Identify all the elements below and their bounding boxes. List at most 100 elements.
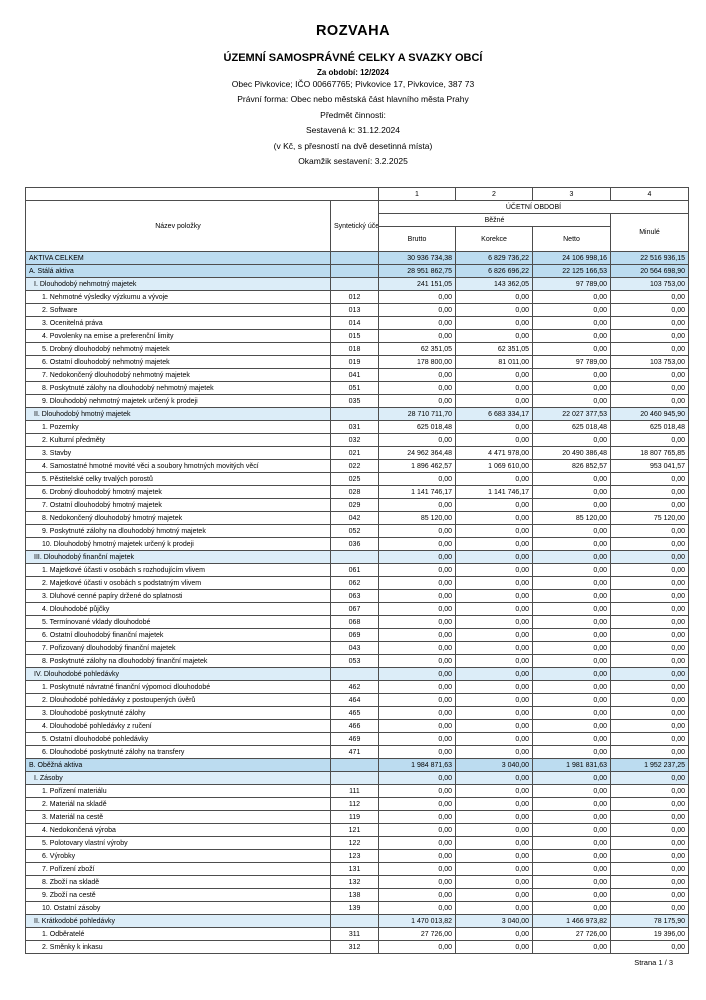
row-value-4: 0,00: [610, 602, 689, 616]
row-account: 063: [330, 589, 379, 603]
row-label: 3. Ocenitelná práva: [25, 316, 331, 330]
row-value-2: 3 040,00: [455, 914, 533, 928]
row-value-4: 0,00: [610, 472, 689, 486]
row-value-1: 0,00: [378, 940, 456, 954]
row-value-2: 0,00: [455, 329, 533, 343]
row-value-2: 0,00: [455, 784, 533, 798]
row-label: 7. Ostatní dlouhodobý hmotný majetek: [25, 498, 331, 512]
row-value-2: 0,00: [455, 563, 533, 577]
row-value-2: 0,00: [455, 927, 533, 941]
row-value-3: 0,00: [532, 667, 611, 681]
row-value-4: 0,00: [610, 550, 689, 564]
table-row: 5. Polotovary vlastní výroby 122 0,00 0,00 0…: [25, 836, 689, 850]
activity-label: Předmět činnosti:: [320, 109, 386, 120]
row-value-1: 0,00: [378, 589, 456, 603]
table-row: I. Zásoby 0,00 0,00 0,00 0,00: [25, 771, 689, 785]
row-label: 6. Dlouhodobé poskytnuté zálohy na trans…: [25, 745, 331, 759]
row-value-3: 625 018,48: [532, 420, 611, 434]
row-label: 2. Dlouhodobé pohledávky z postoupených …: [25, 693, 331, 707]
precision-note: (v Kč, s přesností na dvě desetinná míst…: [273, 140, 433, 151]
row-label: 1. Pořízení materiálu: [25, 784, 331, 798]
row-value-4: 0,00: [610, 589, 689, 603]
row-value-4: 0,00: [610, 563, 689, 577]
row-value-4: 0,00: [610, 836, 689, 850]
row-account: 052: [330, 524, 379, 538]
compiled-date: Sestavená k: 31.12.2024: [305, 125, 401, 136]
row-value-2: 0,00: [455, 888, 533, 902]
row-label: 2. Materiál na skladě: [25, 797, 331, 811]
row-value-2: 0,00: [455, 667, 533, 681]
row-value-3: 97 789,00: [532, 355, 611, 369]
row-label: III. Dlouhodobý finanční majetek: [25, 550, 331, 564]
row-value-4: 0,00: [610, 875, 689, 889]
row-value-2: 81 011,00: [455, 355, 533, 369]
row-label: 4. Povolenky na emise a preferenční limi…: [25, 329, 331, 343]
row-account: 062: [330, 576, 379, 590]
row-value-1: 24 962 364,48: [378, 446, 456, 460]
row-value-1: 28 710 711,70: [378, 407, 456, 421]
row-value-4: 0,00: [610, 719, 689, 733]
row-label: 4. Dlouhodobé půjčky: [25, 602, 331, 616]
row-value-1: 0,00: [378, 303, 456, 317]
row-label: 6. Výrobky: [25, 849, 331, 863]
row-value-4: 0,00: [610, 940, 689, 954]
row-label: 9. Dlouhodobý nehmotný majetek určený k …: [25, 394, 331, 408]
row-value-2: 0,00: [455, 602, 533, 616]
row-value-4: 0,00: [610, 797, 689, 811]
table-row: 4. Dlouhodobé pohledávky z ručení 466 0,00…: [25, 719, 689, 733]
row-account: [330, 758, 379, 772]
creation-timestamp: Okamžik sestavení: 3.2.2025: [298, 156, 408, 167]
row-value-3: 0,00: [532, 290, 611, 304]
row-value-3: 0,00: [532, 381, 611, 395]
col-number-1: 1: [378, 187, 456, 201]
row-value-2: 0,00: [455, 797, 533, 811]
row-value-1: 625 018,48: [378, 420, 456, 434]
col-number-3: 3: [532, 187, 611, 201]
table-row: 7. Ostatní dlouhodobý hmotný majetek 029 0…: [25, 498, 689, 512]
table-row: 5. Termínované vklady dlouhodobé 068 0,00 0…: [25, 615, 689, 629]
document-header: ROZVAHA ÚZEMNÍ SAMOSPRÁVNÉ CELKY A SVAZK…: [0, 0, 706, 169]
row-account: 466: [330, 719, 379, 733]
row-value-2: 0,00: [455, 498, 533, 512]
row-label: I. Dlouhodobý nehmotný majetek: [25, 277, 331, 291]
table-row: 6. Drobný dlouhodobý hmotný majetek 028 1 …: [25, 485, 689, 499]
row-value-2: 62 351,05: [455, 342, 533, 356]
row-label: 5. Polotovary vlastní výroby: [25, 836, 331, 850]
table-row: 2. Software 013 0,00 0,00 0,00 0,00: [25, 303, 689, 317]
entity-info: Obec Pivkovice; IČO 00667765; Pivkovice …: [231, 79, 475, 89]
table-row: 2. Materiál na skladě 112 0,00 0,00 0,00 0,00: [25, 797, 689, 811]
table-row: 7. Pořizovaný dlouhodobý finanční majete…: [25, 641, 689, 655]
table-header: 1 2 3 4 Název položky Syntetický účet ÚČ…: [25, 187, 689, 252]
row-label: 6. Ostatní dlouhodobý nehmotný majetek: [25, 355, 331, 369]
period-group-row: Název položky Syntetický účet ÚČETNÍ OBD…: [25, 200, 689, 252]
row-value-3: 0,00: [532, 524, 611, 538]
row-label: A. Stálá aktiva: [25, 264, 331, 278]
row-label: 5. Pěstitelské celky trvalých porostů: [25, 472, 331, 486]
row-value-3: 24 106 998,16: [532, 251, 611, 265]
row-value-1: 178 800,00: [378, 355, 456, 369]
row-value-1: 0,00: [378, 472, 456, 486]
row-label: 4. Dlouhodobé pohledávky z ručení: [25, 719, 331, 733]
row-value-1: 0,00: [378, 810, 456, 824]
table-row: 2. Kulturní předměty 032 0,00 0,00 0,00 0,00: [25, 433, 689, 447]
row-value-2: 0,00: [455, 836, 533, 850]
row-account: [330, 550, 379, 564]
row-value-2: 0,00: [455, 628, 533, 642]
row-value-1: 0,00: [378, 888, 456, 902]
row-value-3: 0,00: [532, 537, 611, 551]
row-account: 014: [330, 316, 379, 330]
row-value-1: 0,00: [378, 667, 456, 681]
row-value-4: 0,00: [610, 680, 689, 694]
row-value-3: 0,00: [532, 615, 611, 629]
row-label: 1. Odběratelé: [25, 927, 331, 941]
report-subtitle: ÚZEMNÍ SAMOSPRÁVNÉ CELKY A SVAZKY OBCÍ: [223, 52, 483, 64]
row-value-4: 0,00: [610, 784, 689, 798]
row-value-1: 0,00: [378, 706, 456, 720]
korekce-header: Korekce: [455, 226, 533, 252]
table-row: 5. Ostatní dlouhodobé pohledávky 469 0,00 0…: [25, 732, 689, 746]
row-value-4: 0,00: [610, 303, 689, 317]
row-label: 6. Ostatní dlouhodobý finanční majetek: [25, 628, 331, 642]
row-value-1: 0,00: [378, 654, 456, 668]
table-row: 1. Pozemky 031 625 018,48 0,00 625 018,48 625…: [25, 420, 689, 434]
row-value-3: 0,00: [532, 875, 611, 889]
